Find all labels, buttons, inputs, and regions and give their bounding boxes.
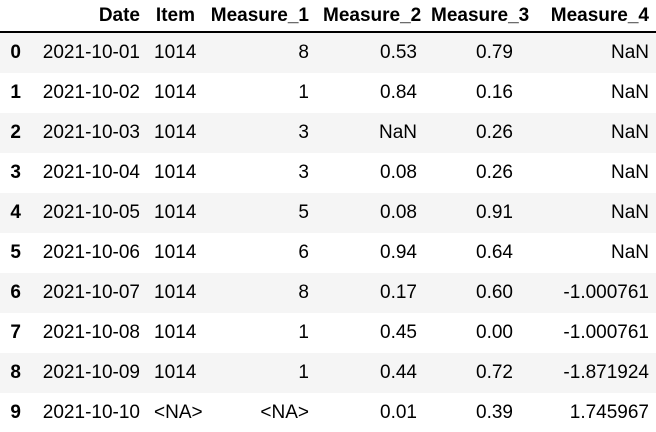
table-cell: 2021-10-09 [42, 362, 140, 383]
table-cell: 0.84 [380, 82, 417, 103]
table-cell: 0.94 [380, 242, 417, 263]
table-body: 0 2021-10-01 1014 8 0.53 0.79 NaN 1 2021-10-02 10… [0, 32, 656, 432]
table-cell: -1.000761 [563, 322, 649, 343]
table-cell: 2021-10-04 [42, 162, 140, 183]
table-cell: 0.53 [380, 42, 417, 63]
table-cell: 1014 [154, 282, 197, 303]
column-header-date: Date [28, 0, 147, 33]
table-cell: 0.64 [476, 242, 513, 263]
table-cell: -1.871924 [563, 362, 649, 383]
row-index: 2 [10, 122, 21, 143]
table-cell: 0.26 [476, 162, 513, 183]
table-row: 2 2021-10-03 1014 3 NaN 0.26 NaN [0, 113, 656, 153]
table-cell: 0.08 [380, 202, 417, 223]
table-cell: 0.00 [476, 322, 513, 343]
table-cell: 8 [298, 282, 309, 303]
table-cell: <NA> [260, 402, 309, 423]
table-cell: 1014 [154, 242, 197, 263]
table-cell: 1014 [154, 322, 197, 343]
row-index: 5 [10, 242, 21, 263]
row-index: 8 [10, 362, 21, 383]
table-cell: NaN [610, 122, 649, 143]
column-header-measure_2: Measure_2 [316, 0, 424, 33]
table-row: 9 2021-10-10 <NA> <NA> 0.01 0.39 1.745967 [0, 393, 656, 432]
table-cell: 3 [298, 162, 309, 183]
table-cell: 2021-10-08 [42, 322, 140, 343]
table-cell: 0.16 [476, 82, 513, 103]
table-row: 3 2021-10-04 1014 3 0.08 0.26 NaN [0, 153, 656, 193]
table-cell: 2021-10-05 [42, 202, 140, 223]
table-cell: 8 [298, 42, 309, 63]
row-index: 4 [10, 202, 21, 223]
table-cell: 0.01 [380, 402, 417, 423]
table-cell: 2021-10-10 [42, 402, 140, 423]
table-cell: 0.45 [380, 322, 417, 343]
table-row: 0 2021-10-01 1014 8 0.53 0.79 NaN [0, 32, 656, 73]
table-cell: 0.44 [380, 362, 417, 383]
table-cell: NaN [610, 82, 649, 103]
row-index: 3 [10, 162, 21, 183]
table-cell: 2021-10-03 [42, 122, 140, 143]
table-row: 4 2021-10-05 1014 5 0.08 0.91 NaN [0, 193, 656, 233]
table-cell: 2021-10-02 [42, 82, 140, 103]
table-cell: 6 [298, 242, 309, 263]
row-index: 9 [10, 402, 21, 423]
table-cell: 1014 [154, 122, 197, 143]
header-row: Date Item Measure_1 Measure_2 Measure_3 Measu… [0, 0, 656, 33]
table-cell: 0.60 [476, 282, 513, 303]
table-cell: NaN [610, 242, 649, 263]
table-header: Date Item Measure_1 Measure_2 Measure_3 Measu… [0, 0, 656, 33]
table-cell: 1.745967 [569, 402, 649, 423]
row-index: 6 [10, 282, 21, 303]
table-row: 1 2021-10-02 1014 1 0.84 0.16 NaN [0, 73, 656, 113]
table-row: 8 2021-10-09 1014 1 0.44 0.72 -1.871924 [0, 353, 656, 393]
table-cell: 0.79 [476, 42, 513, 63]
column-header-measure_4: Measure_4 [520, 0, 656, 33]
table-cell: 2021-10-01 [42, 42, 140, 63]
table-cell: <NA> [154, 402, 203, 423]
table-cell: 1 [298, 362, 309, 383]
table-row: 6 2021-10-07 1014 8 0.17 0.60 -1.000761 [0, 273, 656, 313]
table-cell: 0.17 [380, 282, 417, 303]
table-cell: 0.39 [476, 402, 513, 423]
table-cell: NaN [378, 122, 417, 143]
table-cell: 0.72 [476, 362, 513, 383]
index-column-header [0, 0, 28, 33]
table-cell: 0.91 [476, 202, 513, 223]
table-cell: NaN [610, 162, 649, 183]
column-header-measure_1: Measure_1 [202, 0, 316, 33]
table-cell: 1014 [154, 202, 197, 223]
table-cell: 1014 [154, 162, 197, 183]
table-cell: -1.000761 [563, 282, 649, 303]
table-row: 7 2021-10-08 1014 1 0.45 0.00 -1.000761 [0, 313, 656, 353]
row-index: 7 [10, 322, 21, 343]
table-cell: 5 [298, 202, 309, 223]
column-header-measure_3: Measure_3 [424, 0, 529, 33]
column-header-item: Item [147, 0, 202, 33]
table-cell: 0.26 [476, 122, 513, 143]
table-cell: NaN [610, 202, 649, 223]
table-cell: 1014 [154, 42, 197, 63]
row-index: 0 [10, 42, 21, 63]
table-cell: 1014 [154, 362, 197, 383]
table-cell: 3 [298, 122, 309, 143]
row-index: 1 [10, 82, 21, 103]
table-cell: 0.08 [380, 162, 417, 183]
table-cell: NaN [610, 42, 649, 63]
table-cell: 1014 [154, 82, 197, 103]
table-cell: 1 [298, 322, 309, 343]
table-row: 5 2021-10-06 1014 6 0.94 0.64 NaN [0, 233, 656, 273]
table-cell: 1 [298, 82, 309, 103]
table-cell: 2021-10-07 [42, 282, 140, 303]
table-cell: 2021-10-06 [42, 242, 140, 263]
